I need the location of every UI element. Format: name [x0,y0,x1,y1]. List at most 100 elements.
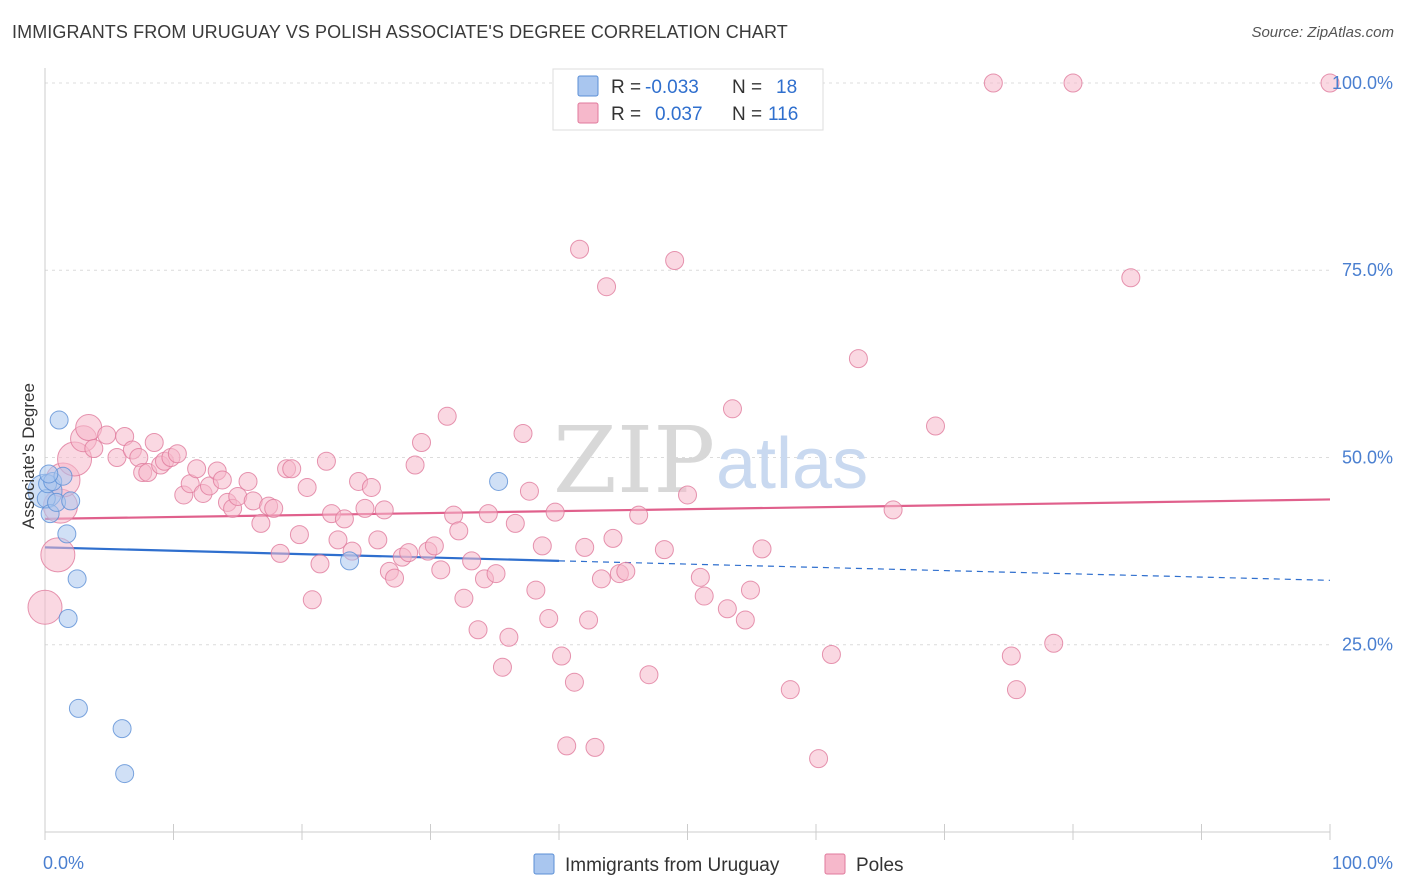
point-poles [462,551,482,571]
point-poles [557,736,577,756]
point-poles [368,530,388,550]
point-poles [513,424,533,444]
point-poles [597,277,617,297]
point-poles [437,406,457,426]
point-uruguay [39,464,59,484]
point-poles [639,665,659,685]
point-poles [1044,633,1064,653]
stats-legend: R = -0.033 N = 18 R = 0.037 N = 116 [552,68,824,131]
source-credit: Source: ZipAtlas.com [1251,24,1394,41]
point-uruguay [57,524,77,544]
trend-line-uruguay-extrapolated [558,560,1331,581]
point-poles [1063,73,1083,93]
point-uruguay [115,764,135,784]
legend-r-value-poles: 0.037 [655,104,703,125]
point-poles [187,459,207,479]
legend-n-label-poles: N = [732,104,762,125]
point-poles [361,477,381,497]
legend-swatch-uruguay [577,75,599,97]
point-poles [251,513,271,533]
point-poles [519,481,539,501]
point-poles [654,540,674,560]
legend-r-value-uruguay: -0.033 [645,77,699,98]
point-poles [1121,268,1141,288]
x-tick-label: 0.0% [43,853,84,873]
point-poles [264,498,284,518]
point-poles [270,543,290,563]
point-poles [809,749,829,769]
point-poles [690,567,710,587]
point-poles [40,537,76,573]
point-poles [297,477,317,497]
point-poles [1006,680,1026,700]
point-uruguay [489,471,509,491]
point-poles [678,485,697,505]
point-poles [1001,646,1021,666]
point-poles [570,239,590,259]
watermark-atlas: atlas [716,424,868,504]
point-poles [752,539,772,559]
y-tick-label: 50.0% [1342,447,1393,467]
series-legend: Immigrants from Uruguay Poles [533,853,904,876]
point-poles [107,447,127,467]
point-poles [694,586,714,606]
point-poles [424,536,444,556]
point-poles [1320,73,1340,93]
axes [44,68,1331,840]
point-poles [564,672,584,692]
point-poles [591,569,611,589]
point-poles [983,73,1003,93]
series-legend-label-poles: Poles [856,855,904,876]
point-poles [412,433,432,453]
point-poles [449,521,469,541]
legend-r-label-uruguay: R = [611,77,641,98]
point-poles [492,657,512,677]
point-poles [399,543,419,563]
point-poles [848,349,868,369]
point-uruguay [58,609,78,629]
gridlines [45,82,1330,646]
point-poles [167,444,187,464]
legend-r-label-poles: R = [611,104,641,125]
point-poles [334,509,354,529]
point-uruguay [112,719,132,739]
legend-n-value-poles: 116 [768,104,798,125]
point-uruguay [340,551,360,571]
point-poles [282,459,302,479]
point-poles [454,588,474,608]
point-poles [722,399,742,419]
point-poles [328,530,348,550]
point-poles [539,609,559,629]
point-poles [740,580,760,600]
series-legend-label-uruguay: Immigrants from Uruguay [565,855,780,876]
point-poles [735,610,755,630]
point-poles [144,433,164,453]
x-tick-labels: 0.0% 100.0% [43,853,1393,873]
watermark: ZIP atlas [553,407,868,514]
y-tick-labels: 25.0% 50.0% 75.0% 100.0% [1332,73,1393,655]
legend-n-label-uruguay: N = [732,77,762,98]
point-poles [603,528,623,548]
point-uruguay [49,410,69,430]
point-poles [444,505,464,525]
point-poles [405,455,425,475]
trend-line-uruguay [44,546,560,562]
point-poles [665,250,685,270]
legend-swatch-poles [577,102,599,124]
point-poles [585,737,605,757]
point-poles [27,589,63,625]
point-poles [821,644,841,664]
point-poles [355,498,375,518]
point-poles [310,554,330,574]
point-poles [316,451,336,471]
point-poles [499,627,519,647]
legend-n-value-uruguay: 18 [776,77,797,98]
point-poles [212,470,232,490]
point-poles [579,610,599,630]
point-poles [552,646,572,666]
point-poles [926,416,946,436]
point-uruguay [67,569,87,589]
point-poles [575,537,595,557]
series-legend-swatch-uruguay [533,853,555,875]
